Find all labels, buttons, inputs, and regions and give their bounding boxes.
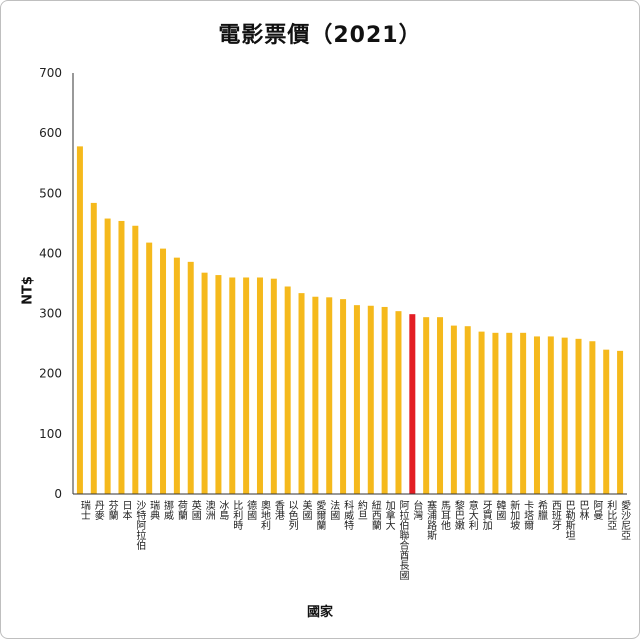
x-tick-label: 荷蘭 xyxy=(175,500,187,521)
bar xyxy=(409,314,416,494)
bar xyxy=(589,341,596,494)
bar xyxy=(284,286,291,494)
y-tick-label: 100 xyxy=(39,427,62,441)
x-tick-label: 卡塔爾 xyxy=(522,499,534,530)
x-tick-label: 巴勒斯坦 xyxy=(563,500,575,540)
bar xyxy=(104,218,111,494)
y-tick-label: 200 xyxy=(39,367,62,381)
bar xyxy=(146,242,153,494)
bar xyxy=(547,336,554,494)
bar xyxy=(90,202,97,494)
x-tick-label: 日本 xyxy=(120,500,132,521)
x-tick-label: 芬蘭 xyxy=(106,500,118,521)
bar xyxy=(464,326,471,494)
bar xyxy=(437,317,444,494)
x-tick-label: 韓國 xyxy=(494,500,506,521)
x-tick-label: 科威特 xyxy=(342,499,354,530)
x-tick-label: 紐西蘭 xyxy=(369,499,381,531)
x-tick-label: 巴林 xyxy=(577,500,589,521)
bar xyxy=(603,349,610,494)
chart-title: 電影票價（2021） xyxy=(218,23,422,48)
x-tick-label: 利比亞 xyxy=(605,500,617,530)
bar xyxy=(367,305,374,494)
x-tick-label: 愛沙尼亞 xyxy=(619,499,631,540)
bar xyxy=(423,317,430,494)
x-tick-label: 沙特阿拉伯 xyxy=(134,500,146,551)
x-tick-label: 香港 xyxy=(272,500,284,520)
x-tick-label: 阿拉伯聯合酋長國 xyxy=(397,500,409,581)
bar xyxy=(575,338,582,494)
bar xyxy=(478,331,485,494)
bar xyxy=(506,332,513,494)
bar xyxy=(201,272,208,494)
bar xyxy=(76,146,83,495)
bar xyxy=(215,275,222,494)
x-tick-label: 意大利 xyxy=(466,499,478,530)
bar xyxy=(243,277,250,494)
x-tick-label: 塞浦路斯 xyxy=(425,499,437,541)
bar xyxy=(520,332,527,494)
x-tick-label: 台灣 xyxy=(411,499,423,521)
x-tick-label: 愛爾蘭 xyxy=(314,499,326,531)
x-tick-label: 瑞典 xyxy=(148,500,160,521)
bar xyxy=(256,277,263,494)
bar xyxy=(173,257,180,494)
bar xyxy=(492,332,499,494)
bar xyxy=(160,248,167,494)
x-tick-label: 約旦 xyxy=(355,499,367,520)
bar xyxy=(326,297,333,494)
x-tick-label: 以色列 xyxy=(286,500,298,531)
bar xyxy=(132,225,139,494)
y-tick-label: 700 xyxy=(39,66,62,80)
x-tick-label: 美國 xyxy=(300,499,312,521)
y-tick-label: 600 xyxy=(39,126,62,140)
bar xyxy=(340,299,347,494)
bar xyxy=(617,350,624,494)
x-tick-label: 澳洲 xyxy=(203,499,215,520)
x-tick-label: 牙買加 xyxy=(480,500,492,530)
bar xyxy=(270,278,277,494)
x-tick-label: 比利時 xyxy=(231,500,243,530)
x-tick-label: 黎巴嫩 xyxy=(452,499,464,531)
x-tick-label: 德國 xyxy=(245,499,257,521)
x-tick-label: 瑞士 xyxy=(78,500,90,520)
x-tick-label: 奧地利 xyxy=(258,499,270,530)
x-tick-label: 挪威 xyxy=(162,499,174,521)
bar xyxy=(561,337,568,494)
bar xyxy=(118,220,125,495)
y-tick-label: 300 xyxy=(39,307,62,321)
y-tick-label: 0 xyxy=(54,487,62,501)
bar xyxy=(298,293,305,494)
x-tick-label: 西班牙 xyxy=(549,500,561,531)
bar xyxy=(395,311,402,494)
x-tick-label: 加拿大 xyxy=(383,500,395,531)
x-tick-label: 冰島 xyxy=(217,499,229,521)
x-tick-label: 馬耳他 xyxy=(439,500,451,531)
bar xyxy=(353,305,360,494)
bar xyxy=(187,261,194,494)
x-tick-label: 法國 xyxy=(328,499,340,521)
x-tick-label: 丹麥 xyxy=(92,500,104,521)
x-tick-label: 阿曼 xyxy=(591,500,603,520)
bar xyxy=(229,277,236,494)
bar xyxy=(312,296,319,494)
bar xyxy=(381,306,388,494)
x-tick-label: 新加坡 xyxy=(508,499,520,531)
y-tick-label: 500 xyxy=(39,186,62,200)
x-axis-label: 國家 xyxy=(306,605,333,620)
x-tick-label: 希臘 xyxy=(535,499,547,521)
bar xyxy=(450,325,457,494)
x-tick-label: 英國 xyxy=(189,499,201,521)
bar xyxy=(533,336,540,494)
y-tick-label: 400 xyxy=(39,246,62,260)
